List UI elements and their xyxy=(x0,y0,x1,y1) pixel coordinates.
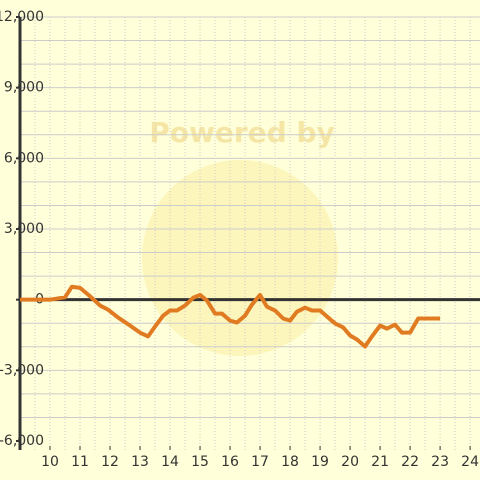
y-tick-label: -6,000 xyxy=(0,433,44,449)
y-tick-label: 12,000 xyxy=(0,9,44,25)
x-tick-label: 14 xyxy=(161,454,179,470)
x-tick-label: 12 xyxy=(101,454,119,470)
x-tick-label: 18 xyxy=(281,454,299,470)
x-tick-label: 19 xyxy=(311,454,329,470)
y-tick-label: -3,000 xyxy=(0,362,44,378)
x-tick-label: 17 xyxy=(251,454,269,470)
y-tick-label: 3,000 xyxy=(4,221,44,237)
x-tick-label: 16 xyxy=(221,454,239,470)
watermark: Powered by xyxy=(149,116,335,149)
x-tick-label: 10 xyxy=(41,454,59,470)
x-tick-label: 11 xyxy=(71,454,89,470)
x-tick-label: 23 xyxy=(431,454,449,470)
y-tick-label: 6,000 xyxy=(4,150,44,166)
y-tick-label: 9,000 xyxy=(4,80,44,96)
x-tick-label: 13 xyxy=(131,454,149,470)
x-tick-label: 20 xyxy=(341,454,359,470)
watermark-logo xyxy=(142,160,338,356)
x-tick-label: 24 xyxy=(461,454,479,470)
data-line xyxy=(20,284,441,349)
x-tick-label: 15 xyxy=(191,454,209,470)
x-tick-label: 21 xyxy=(371,454,389,470)
x-tick-label: 22 xyxy=(401,454,419,470)
